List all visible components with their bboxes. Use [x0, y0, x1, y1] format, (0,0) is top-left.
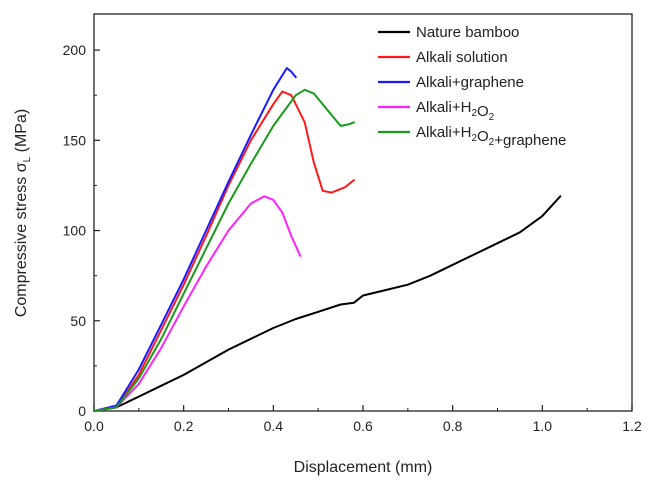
y-tick-label: 0 [78, 403, 86, 419]
x-axis-title: Displacement (mm) [294, 459, 433, 476]
y-tick-label: 150 [63, 132, 87, 148]
x-tick-label: 0.2 [174, 418, 194, 434]
legend-label: Alkali+H2O2 [416, 99, 495, 123]
x-tick-label: 0.8 [443, 418, 463, 434]
x-tick-label: 0.6 [353, 418, 373, 434]
x-tick-label: 1.2 [622, 418, 642, 434]
series-line [93, 195, 562, 412]
legend-label: Nature bamboo [416, 24, 519, 41]
y-tick-label: 50 [70, 313, 86, 329]
legend-label: Alkali+graphene [416, 74, 524, 91]
series-line [93, 88, 355, 412]
y-axis-title: Compressive stress σL (MPa) [13, 109, 33, 317]
series-line [93, 90, 355, 412]
series-line [93, 67, 297, 412]
x-tick-label: 1.0 [533, 418, 553, 434]
legend-label: Alkali solution [416, 49, 508, 66]
series-line [93, 195, 302, 412]
x-tick-label: 0.4 [264, 418, 284, 434]
y-tick-label: 100 [63, 223, 87, 239]
x-tick-label: 0.0 [84, 418, 104, 434]
legend-label: Alkali+H2O2+graphene [416, 124, 566, 149]
y-tick-label: 200 [63, 42, 87, 58]
